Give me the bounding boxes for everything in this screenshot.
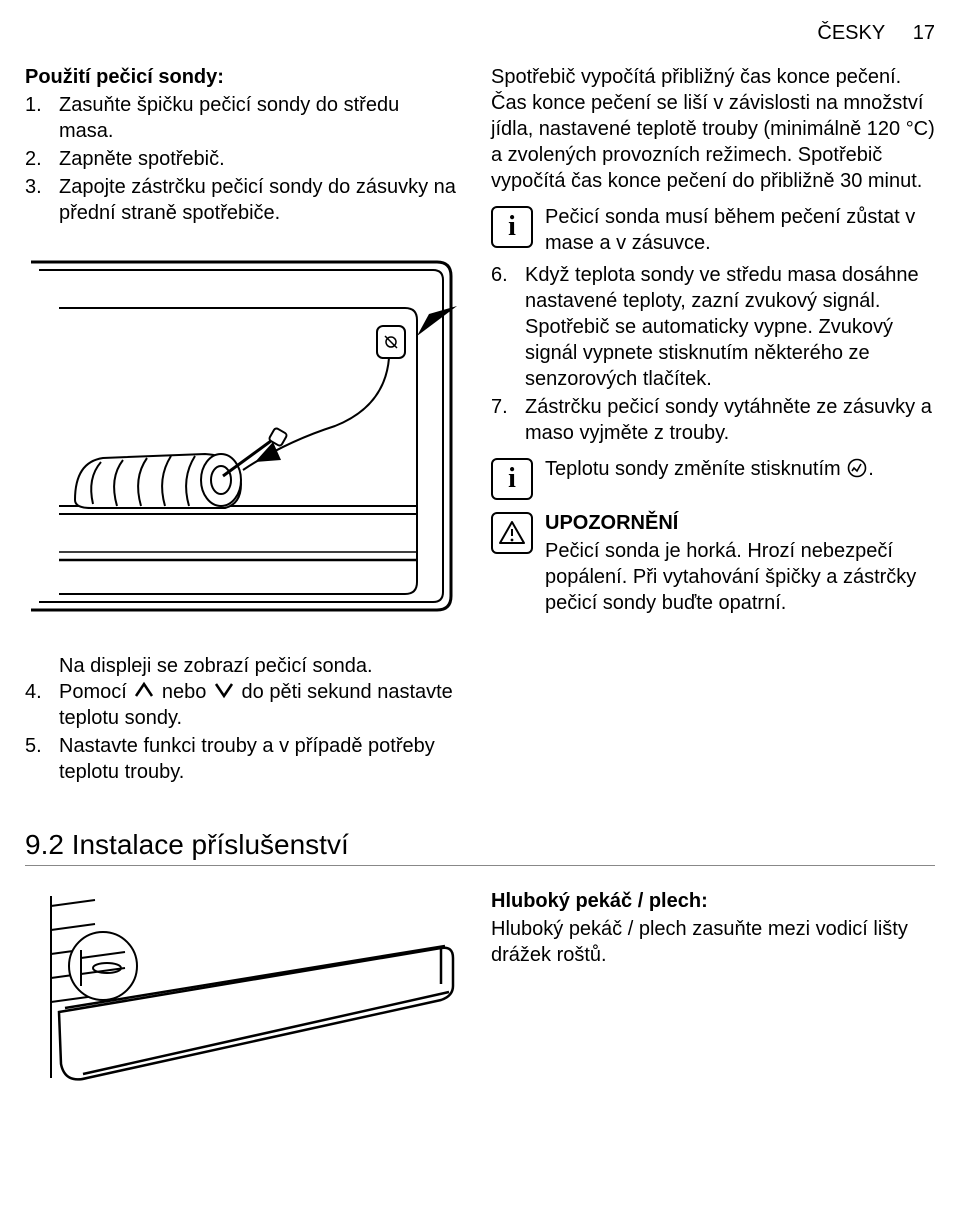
- info-i-glyph: i: [508, 465, 516, 493]
- display-note: Na displeji se zobrazí pečicí sonda.: [59, 653, 457, 679]
- info-note-2-text: Teplotu sondy změníte stisknutím .: [545, 456, 935, 500]
- step-7-num: 7.: [491, 394, 525, 446]
- warning-note: UPOZORNĚNÍ Pečicí sonda je horká. Hrozí …: [491, 510, 935, 616]
- info-note-2: i Teplotu sondy změníte stisknutím .: [491, 456, 935, 500]
- step-1: 1. Zasuňte špičku pečicí sondy do středu…: [25, 92, 457, 144]
- steps-list-1to3: 1. Zasuňte špičku pečicí sondy do středu…: [25, 92, 457, 226]
- step-6-text: Když teplota sondy ve středu masa dosáhn…: [525, 262, 935, 392]
- step-4-text: Pomocí nebo do pěti sekund nastavte tepl…: [59, 679, 457, 731]
- warning-triangle-icon: [498, 520, 526, 546]
- warning-icon: [491, 512, 533, 554]
- info-icon: i: [491, 206, 533, 248]
- calc-time-paragraph: Spotřebič vypočítá přibližný čas konce p…: [491, 64, 935, 194]
- step-4-pre: Pomocí: [59, 681, 132, 703]
- step-3: 3. Zapojte zástrčku pečicí sondy do zásu…: [25, 174, 457, 226]
- step-3-text: Zapojte zástrčku pečicí sondy do zásuvky…: [59, 174, 457, 226]
- step-5: 5. Nastavte funkci trouby a v případě po…: [25, 733, 457, 785]
- info-note-1: i Pečicí sonda musí během pečení zůstat …: [491, 204, 935, 256]
- deep-pan-heading: Hluboký pekáč / plech:: [491, 888, 935, 914]
- warning-title: UPOZORNĚNÍ: [545, 510, 935, 536]
- info-i-glyph: i: [508, 213, 516, 241]
- header-page-number: 17: [913, 22, 935, 44]
- step-7-text: Zástrčku pečicí sondy vytáhněte ze zásuv…: [525, 394, 935, 446]
- step-2-text: Zapněte spotřebič.: [59, 146, 457, 172]
- info-2-post: .: [868, 458, 874, 480]
- warning-body: Pečicí sonda je horká. Hrozí nebezpečí p…: [545, 538, 935, 616]
- step-3-num: 3.: [25, 174, 59, 226]
- section-divider: [25, 865, 935, 866]
- section-9-2-row: Hluboký pekáč / plech: Hluboký pekáč / p…: [25, 888, 935, 1095]
- steps-list-6to7: 6. Když teplota sondy ve středu masa dos…: [491, 262, 935, 446]
- page-header: ČESKY 17: [25, 20, 935, 46]
- info-note-1-text: Pečicí sonda musí během pečení zůstat v …: [545, 204, 935, 256]
- step-4: 4. Pomocí nebo do pěti sekund nastavte t…: [25, 679, 457, 731]
- header-language: ČESKY: [817, 22, 885, 44]
- probe-temp-icon: [846, 458, 868, 478]
- step-6: 6. Když teplota sondy ve středu masa dos…: [491, 262, 935, 392]
- main-columns: Použití pečicí sondy: 1. Zasuňte špičku …: [25, 64, 935, 787]
- step-4-num: 4.: [25, 679, 59, 731]
- right-column: Spotřebič vypočítá přibližný čas konce p…: [491, 64, 935, 787]
- info-2-pre: Teplotu sondy změníte stisknutím: [545, 458, 846, 480]
- step-1-num: 1.: [25, 92, 59, 144]
- steps-list-4to5: 4. Pomocí nebo do pěti sekund nastavte t…: [25, 679, 457, 785]
- oven-illustration: [25, 256, 457, 623]
- tray-illustration: [25, 888, 457, 1095]
- step-6-num: 6.: [491, 262, 525, 392]
- left-column: Použití pečicí sondy: 1. Zasuňte špičku …: [25, 64, 457, 787]
- warning-text: UPOZORNĚNÍ Pečicí sonda je horká. Hrozí …: [545, 510, 935, 616]
- step-1-text: Zasuňte špičku pečicí sondy do středu ma…: [59, 92, 457, 144]
- deep-pan-body: Hluboký pekáč / plech zasuňte mezi vodic…: [491, 916, 935, 968]
- step-5-num: 5.: [25, 733, 59, 785]
- use-probe-title: Použití pečicí sondy:: [25, 64, 457, 90]
- step-2-num: 2.: [25, 146, 59, 172]
- up-chevron-icon: [132, 680, 156, 700]
- info-icon: i: [491, 458, 533, 500]
- down-chevron-icon: [212, 680, 236, 700]
- step-7: 7. Zástrčku pečicí sondy vytáhněte ze zá…: [491, 394, 935, 446]
- deep-pan-text: Hluboký pekáč / plech: Hluboký pekáč / p…: [491, 888, 935, 1095]
- section-9-2-title: 9.2 Instalace příslušenství: [25, 827, 935, 863]
- step-4-mid: nebo: [162, 681, 212, 703]
- step-2: 2. Zapněte spotřebič.: [25, 146, 457, 172]
- step-5-text: Nastavte funkci trouby a v případě potře…: [59, 733, 457, 785]
